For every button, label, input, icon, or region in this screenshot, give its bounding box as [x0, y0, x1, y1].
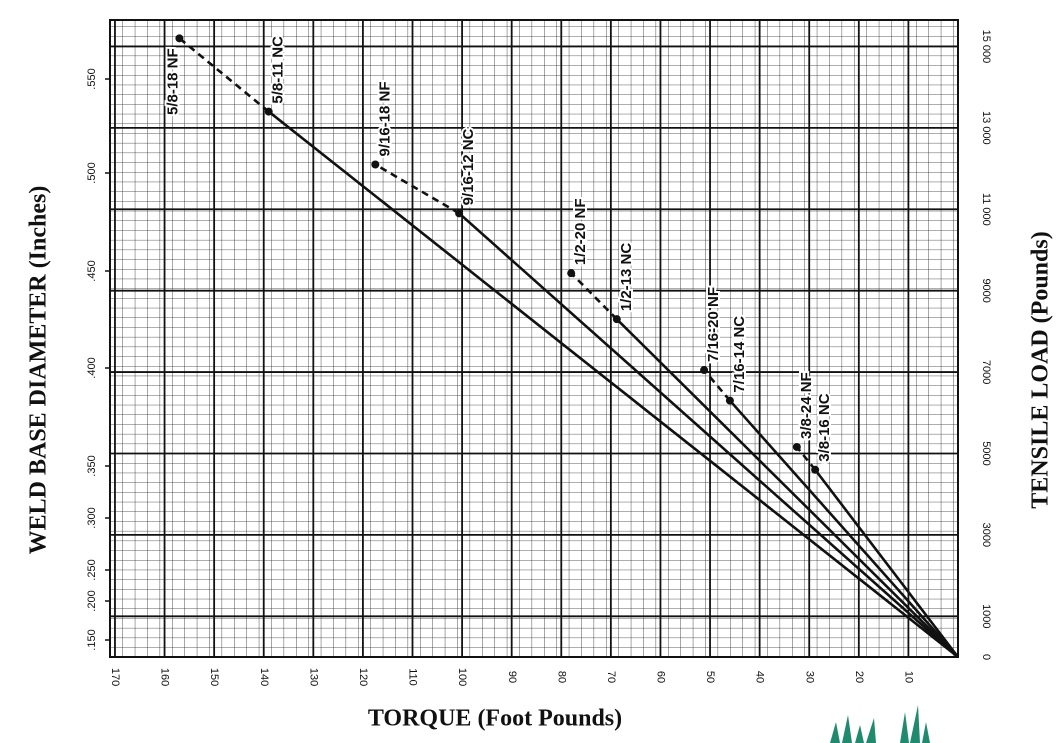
- point-label: 3/8-16 NC: [816, 393, 833, 462]
- series-line: [795, 446, 817, 471]
- x-tick-label: 10: [903, 671, 915, 683]
- point-label: 1/2-13 NC: [618, 243, 635, 312]
- logo: [830, 705, 930, 743]
- x-axis-title: TORQUE (Foot Pounds): [368, 706, 622, 732]
- x-tick-label: 160: [159, 668, 171, 686]
- point-label: 9/16-18 NF: [376, 81, 393, 156]
- data-point: [175, 34, 184, 43]
- series-line: [814, 468, 960, 658]
- minor-grid: [110, 20, 958, 657]
- y2-tick-label: 9000: [980, 278, 992, 302]
- y2-tick-label: 1000: [980, 604, 992, 628]
- series-line: [458, 212, 959, 658]
- x-tick-label: 90: [506, 671, 518, 683]
- y2-tick-label: 11 000: [980, 193, 992, 226]
- y-tick-label: .150: [86, 629, 98, 650]
- x-tick-label: 70: [605, 671, 617, 683]
- y2-tick-label: 0: [980, 654, 992, 660]
- y2-axis-title: TENSILE LOAD (Pounds): [1028, 231, 1054, 508]
- x-tick-label: 150: [208, 668, 220, 686]
- data-point: [567, 269, 576, 278]
- x-tick-label: 50: [704, 671, 716, 683]
- x-tick-label: 120: [357, 668, 369, 686]
- x-tick-label: 140: [258, 668, 270, 686]
- x-tick-label: 80: [555, 671, 567, 683]
- y-tick-label: .200: [86, 590, 98, 611]
- x-tick-label: 60: [655, 671, 667, 683]
- y-tick-label: .250: [86, 559, 98, 580]
- series-line: [703, 369, 731, 402]
- data-point: [811, 465, 820, 474]
- y-tick-label: .300: [86, 507, 98, 528]
- y2-tick-label: 5000: [980, 441, 992, 465]
- data-point: [455, 209, 464, 218]
- y-tick-label: .450: [86, 260, 98, 281]
- data-point: [792, 442, 801, 451]
- data-point: [700, 366, 709, 375]
- data-point: [264, 107, 273, 116]
- y2-tick-label: 7000: [980, 360, 992, 384]
- series-line: [570, 272, 618, 321]
- series-line: [178, 37, 270, 113]
- y-tick-label: .350: [86, 455, 98, 476]
- y2-tick-label: 3000: [980, 523, 992, 547]
- y-tick-label: .400: [86, 357, 98, 378]
- point-label: 1/2-20 NF: [572, 198, 589, 265]
- point-label: 7/16-14 NC: [731, 316, 748, 393]
- point-label: 5/8-18 NF: [164, 48, 181, 115]
- point-label: 5/8-11 NC: [270, 36, 287, 104]
- data-point: [725, 396, 734, 405]
- y2-tick-label: 15 000: [980, 30, 992, 64]
- x-tick-label: 110: [407, 668, 419, 686]
- point-label: 7/16-20 NF: [705, 287, 722, 362]
- y-tick-label: .550: [86, 68, 98, 89]
- x-tick-label: 130: [307, 668, 319, 686]
- y-axis-title: WELD BASE DIAMETER (Inches): [26, 186, 52, 555]
- point-label: 3/8-24 NF: [798, 372, 815, 439]
- series-line: [615, 318, 959, 658]
- series-line: [374, 163, 460, 215]
- data-point: [371, 160, 380, 169]
- x-tick-label: 170: [109, 668, 121, 686]
- y2-tick-label: 13 000: [980, 111, 992, 145]
- x-tick-label: 20: [853, 671, 865, 683]
- y-tick-label: .500: [86, 162, 98, 183]
- point-label: 9/16-12 NC: [460, 128, 477, 205]
- x-tick-label: 100: [456, 668, 468, 686]
- x-tick-label: 30: [803, 671, 815, 683]
- series-line: [728, 399, 959, 658]
- data-point: [612, 315, 621, 324]
- series-line: [267, 110, 959, 659]
- x-tick-label: 40: [754, 671, 766, 683]
